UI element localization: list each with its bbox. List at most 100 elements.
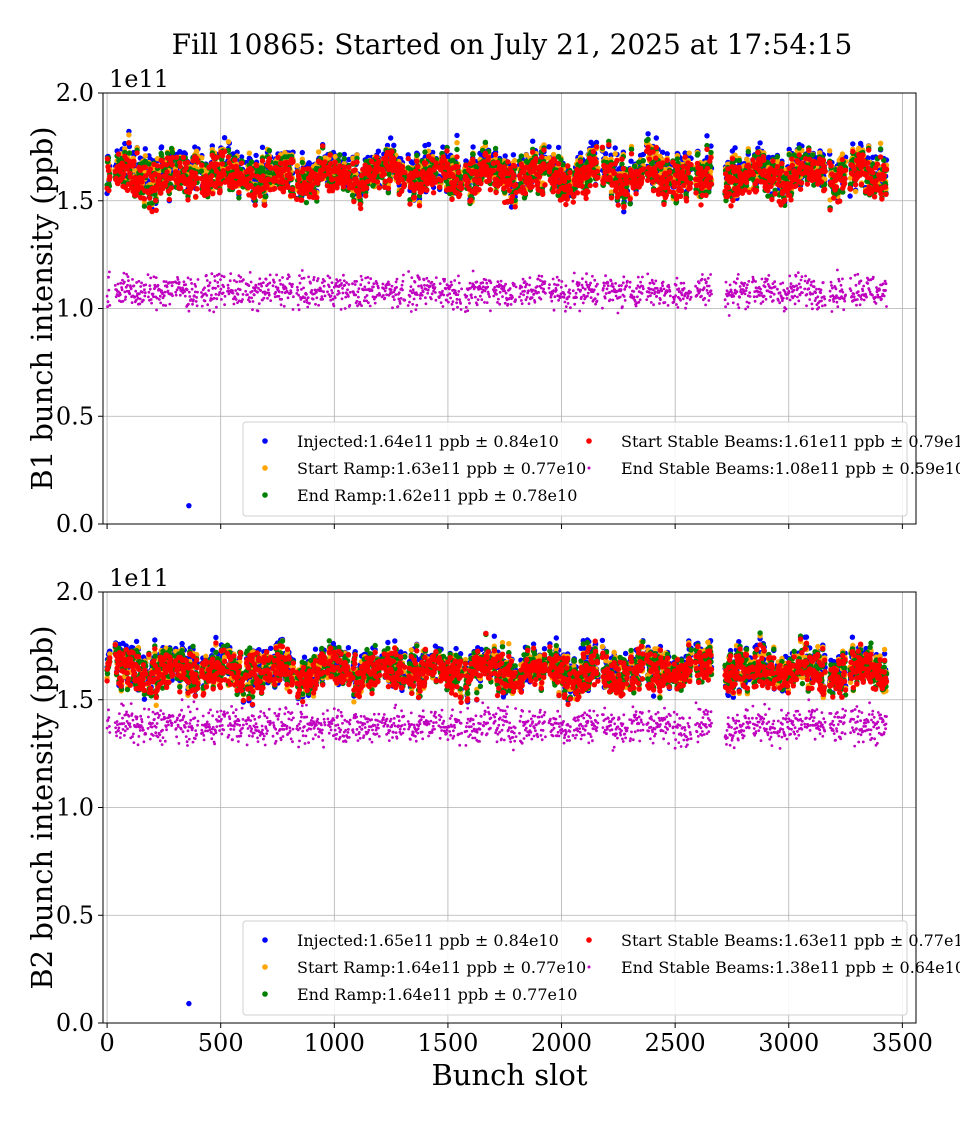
data-point: [258, 193, 263, 198]
data-point: [632, 164, 637, 169]
data-point: [236, 190, 241, 195]
data-point: [704, 133, 709, 138]
data-point: [148, 166, 153, 171]
data-point: [193, 171, 198, 176]
data-point: [560, 162, 565, 167]
data-point: [254, 163, 259, 168]
data-point: [295, 169, 300, 174]
data-point: [167, 197, 172, 202]
data-point: [654, 135, 659, 140]
data-point: [232, 157, 237, 162]
data-point: [878, 141, 883, 146]
data-point: [503, 153, 508, 158]
data-point: [840, 151, 845, 156]
data-point: [613, 151, 618, 156]
data-point: [388, 135, 393, 140]
data-point: [121, 171, 126, 176]
data-point: [628, 201, 633, 206]
data-point: [159, 144, 164, 149]
data-point: [199, 163, 204, 168]
data-point: [199, 168, 204, 173]
data-point: [209, 173, 214, 178]
data-point: [192, 181, 197, 186]
data-point: [629, 147, 634, 152]
data-point: [483, 140, 488, 145]
data-point: [253, 153, 258, 158]
data-point: [376, 149, 381, 154]
data-point: [260, 158, 265, 163]
data-point: [157, 176, 162, 181]
data-point: [249, 167, 254, 172]
data-point: [470, 144, 475, 149]
data-point: [247, 151, 252, 156]
data-point: [126, 132, 131, 137]
data-point: [272, 186, 277, 191]
data-point: [193, 194, 198, 199]
data-point: [304, 200, 309, 205]
data-point: [847, 193, 852, 198]
data-point: [493, 146, 498, 151]
data-point: [263, 194, 268, 199]
data-point: [106, 188, 111, 193]
data-point: [687, 150, 692, 155]
data-point: [143, 146, 148, 151]
data-point: [797, 145, 802, 150]
data-point: [530, 139, 535, 144]
data-point: [220, 161, 225, 166]
data-point: [746, 149, 751, 154]
data-point: [165, 151, 170, 156]
data-point: [131, 159, 136, 164]
data-point: [316, 149, 321, 154]
data-point: [290, 159, 295, 164]
data-point: [194, 186, 199, 191]
data-point: [878, 146, 883, 151]
data-point: [134, 150, 139, 155]
data-point: [275, 155, 280, 160]
data-point: [169, 185, 174, 190]
data-point: [184, 165, 189, 170]
data-point: [645, 137, 650, 142]
data-point: [105, 156, 110, 161]
data-point: [337, 152, 342, 157]
data-point: [695, 151, 700, 156]
data-point: [142, 196, 147, 201]
data-point: [222, 135, 227, 140]
data-point: [178, 186, 183, 191]
data-point: [143, 153, 148, 158]
data-point: [299, 197, 304, 202]
data-point: [226, 154, 231, 159]
data-point: [169, 162, 174, 167]
data-point: [126, 140, 131, 145]
data-point: [217, 188, 222, 193]
data-point: [454, 140, 459, 145]
data-point: [106, 168, 111, 173]
data-point: [215, 154, 220, 159]
data-point: [511, 152, 516, 157]
data-point: [150, 178, 155, 183]
data-point: [262, 203, 267, 208]
data-point: [519, 153, 524, 158]
data-point: [645, 131, 650, 136]
data-point: [174, 155, 179, 160]
data-point: [512, 158, 517, 163]
data-point: [775, 154, 780, 159]
data-point: [414, 153, 419, 158]
data-point: [116, 151, 121, 156]
data-point: [454, 147, 459, 152]
data-point: [170, 150, 175, 155]
data-point: [239, 161, 244, 166]
data-point: [350, 193, 355, 198]
data-point: [827, 148, 832, 153]
data-point: [142, 204, 147, 209]
data-point: [426, 142, 431, 147]
data-point: [226, 139, 231, 144]
data-point: [300, 150, 305, 155]
data-point: [546, 144, 551, 149]
data-point: [391, 143, 396, 148]
data-point: [253, 202, 258, 207]
data-point: [221, 172, 226, 177]
data-point: [147, 195, 152, 200]
data-point: [295, 163, 300, 168]
data-point: [757, 140, 762, 145]
